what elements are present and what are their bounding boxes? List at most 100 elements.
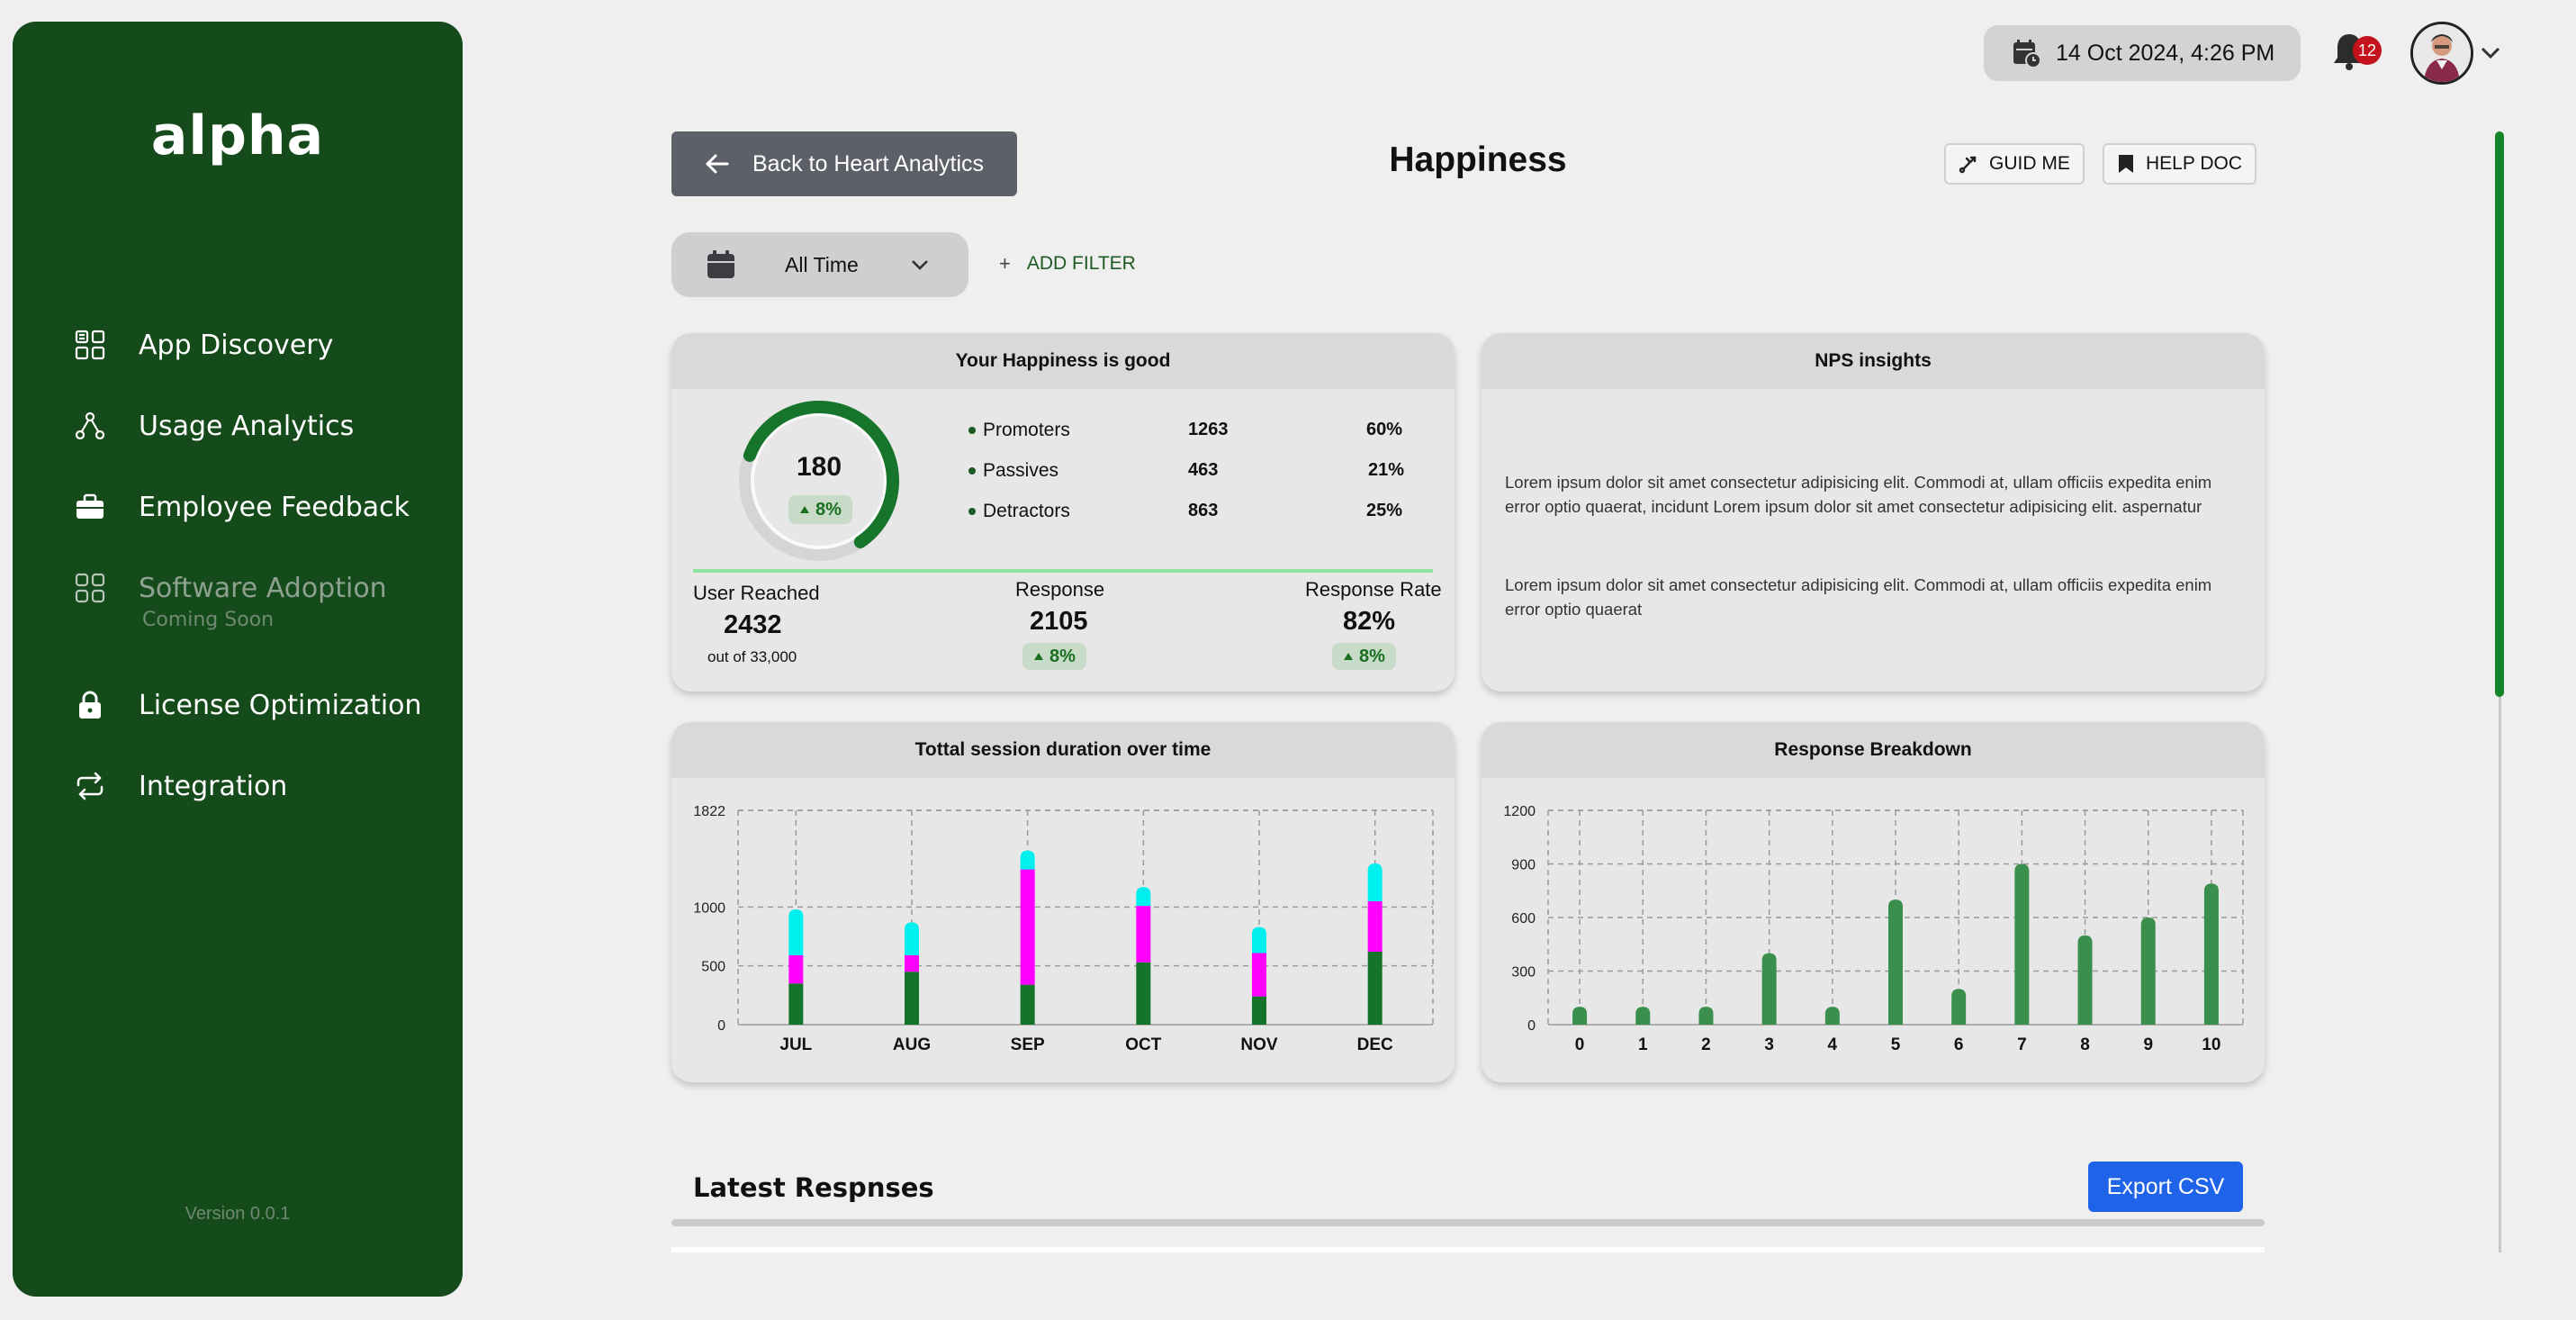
grid-apps-icon — [74, 329, 106, 361]
y-tick-label: 900 — [1511, 858, 1536, 873]
response-breakdown-card: Response Breakdown 0 300 600 900 1200 0 1 2 3 4 5 6… — [1482, 722, 2265, 1082]
calendar-clock-icon — [2013, 40, 2041, 68]
sidebar-item-employee-feedback[interactable]: Employee Feedback — [74, 484, 410, 529]
y-tick-label: 0 — [1527, 1018, 1536, 1034]
bullet-dot — [968, 467, 976, 475]
passives-pct: 21% — [1368, 460, 1405, 480]
x-tick-label: AUG — [893, 1035, 931, 1054]
bar — [1761, 953, 1777, 1025]
add-filter-button[interactable]: + ADD FILTER — [999, 252, 1136, 276]
bar-segment — [1367, 863, 1383, 901]
x-tick-label: 5 — [1891, 1035, 1901, 1054]
plus-icon: + — [999, 252, 1011, 275]
app-logo[interactable]: alpha — [150, 104, 325, 167]
x-tick-label: 8 — [2080, 1035, 2090, 1054]
y-tick-label: 500 — [701, 960, 725, 975]
bar-segment — [1252, 996, 1266, 1025]
table-top-row — [671, 1247, 2265, 1252]
bar-segment — [1136, 906, 1151, 963]
passives-label: Passives — [983, 460, 1059, 481]
guide-me-button[interactable]: GUID ME — [1944, 143, 2085, 185]
bar-segment — [1136, 887, 1151, 907]
sidebar-item-app-discovery[interactable]: App Discovery — [74, 322, 333, 367]
x-tick-label: 0 — [1575, 1035, 1585, 1054]
sync-arrows-icon — [74, 770, 106, 802]
bar — [1635, 1007, 1651, 1025]
bar — [1888, 900, 1903, 1025]
chevron-down-icon — [911, 260, 928, 270]
bullet-dot — [968, 508, 976, 515]
bar — [1824, 1007, 1840, 1025]
bar-segment — [905, 972, 919, 1025]
user-reached-sub: out of 33,000 — [707, 648, 797, 665]
rate-change-value: 8% — [1359, 646, 1385, 666]
sidebar-item-label: Usage Analytics — [139, 410, 355, 442]
x-tick-label: NOV — [1240, 1035, 1278, 1054]
bar — [2077, 935, 2093, 1025]
session-duration-card: Tottal session duration over time 0 500 10… — [671, 722, 1455, 1082]
caret-up-icon — [800, 506, 809, 513]
time-range-value: All Time — [785, 252, 859, 276]
breakdown-chart-title: Response Breakdown — [1482, 722, 2265, 778]
bar-segment — [1252, 927, 1266, 954]
bar-segment — [788, 954, 804, 984]
bar-segment — [1252, 953, 1266, 997]
promoters-label: Promoters — [983, 420, 1070, 440]
response-breakdown-chart: 0 300 600 900 1200 0 1 2 3 4 5 6 7 8 9 10 — [1503, 804, 2244, 1054]
y-tick-label: 1822 — [693, 804, 725, 819]
session-duration-chart: 0 500 1000 1822 JUL AUG SEP OCT NOV DEC — [693, 804, 1434, 1054]
gauge-fill — [743, 401, 899, 548]
coming-soon-label: Coming Soon — [142, 609, 275, 631]
bar-segment — [1136, 962, 1151, 1025]
promoters-row: Promoters — [968, 420, 1070, 441]
export-csv-button[interactable]: Export CSV — [2088, 1162, 2243, 1212]
arrow-left-icon — [706, 154, 729, 174]
rate-change-badge: 8% — [1332, 643, 1396, 670]
sidebar-item-label: Employee Feedback — [139, 491, 410, 523]
sidebar: alpha App Discovery Usage Analytics Empl… — [13, 22, 463, 1297]
chevron-down-icon[interactable] — [2479, 41, 2502, 65]
nps-card-title: NPS insights — [1482, 333, 2265, 389]
notification-badge: 12 — [2353, 36, 2382, 65]
bar-segment — [1020, 869, 1035, 985]
latest-responses-title: Latest Respnses — [693, 1172, 934, 1203]
version-label: Version 0.0.1 — [185, 1204, 291, 1224]
guide-me-label: GUID ME — [1989, 153, 2070, 174]
happiness-card: Your Happiness is good 180 8% Promoters … — [671, 333, 1455, 692]
add-filter-label: ADD FILTER — [1026, 253, 1136, 274]
happiness-score: 180 — [796, 452, 842, 482]
back-to-heart-analytics-button[interactable]: Back to Heart Analytics — [671, 131, 1017, 196]
bar-segment — [905, 922, 919, 955]
nps-paragraph: Lorem ipsum dolor sit amet consectetur a… — [1505, 473, 2212, 516]
table-header-bar — [671, 1219, 2265, 1226]
x-tick-label: JUL — [779, 1035, 812, 1054]
datetime-text: 14 Oct 2024, 4:26 PM — [2056, 40, 2275, 66]
user-reached-label: User Reached — [693, 582, 820, 604]
x-tick-label: 3 — [1764, 1035, 1774, 1054]
sidebar-item-license-optimization[interactable]: License Optimization — [74, 683, 422, 728]
y-tick-label: 1200 — [1503, 804, 1536, 819]
score-change-value: 8% — [815, 499, 842, 520]
sidebar-item-label: Software Adoption — [139, 572, 387, 604]
bar — [2203, 883, 2219, 1025]
datetime-display: 14 Oct 2024, 4:26 PM — [1984, 25, 2301, 81]
sidebar-item-integration[interactable]: Integration — [74, 764, 287, 809]
bullet-dot — [968, 427, 976, 434]
network-nodes-icon — [74, 410, 106, 442]
divider — [693, 569, 1433, 573]
route-icon — [1959, 156, 1977, 174]
x-tick-label: 1 — [1638, 1035, 1648, 1054]
bar — [1951, 989, 1967, 1025]
time-range-select[interactable]: All Time — [671, 232, 968, 297]
happiness-gauge — [739, 401, 899, 561]
sidebar-item-usage-analytics[interactable]: Usage Analytics — [74, 403, 354, 448]
scrollbar-thumb[interactable] — [2495, 131, 2504, 697]
detractors-pct: 25% — [1366, 501, 1403, 520]
response-change-badge: 8% — [1022, 643, 1086, 670]
user-avatar[interactable] — [2410, 22, 2473, 85]
score-change-badge: 8% — [788, 495, 852, 524]
x-tick-label: 9 — [2143, 1035, 2153, 1054]
y-tick-label: 600 — [1511, 911, 1536, 927]
x-tick-label: OCT — [1125, 1035, 1162, 1054]
help-doc-button[interactable]: HELP DOC — [2103, 143, 2256, 185]
